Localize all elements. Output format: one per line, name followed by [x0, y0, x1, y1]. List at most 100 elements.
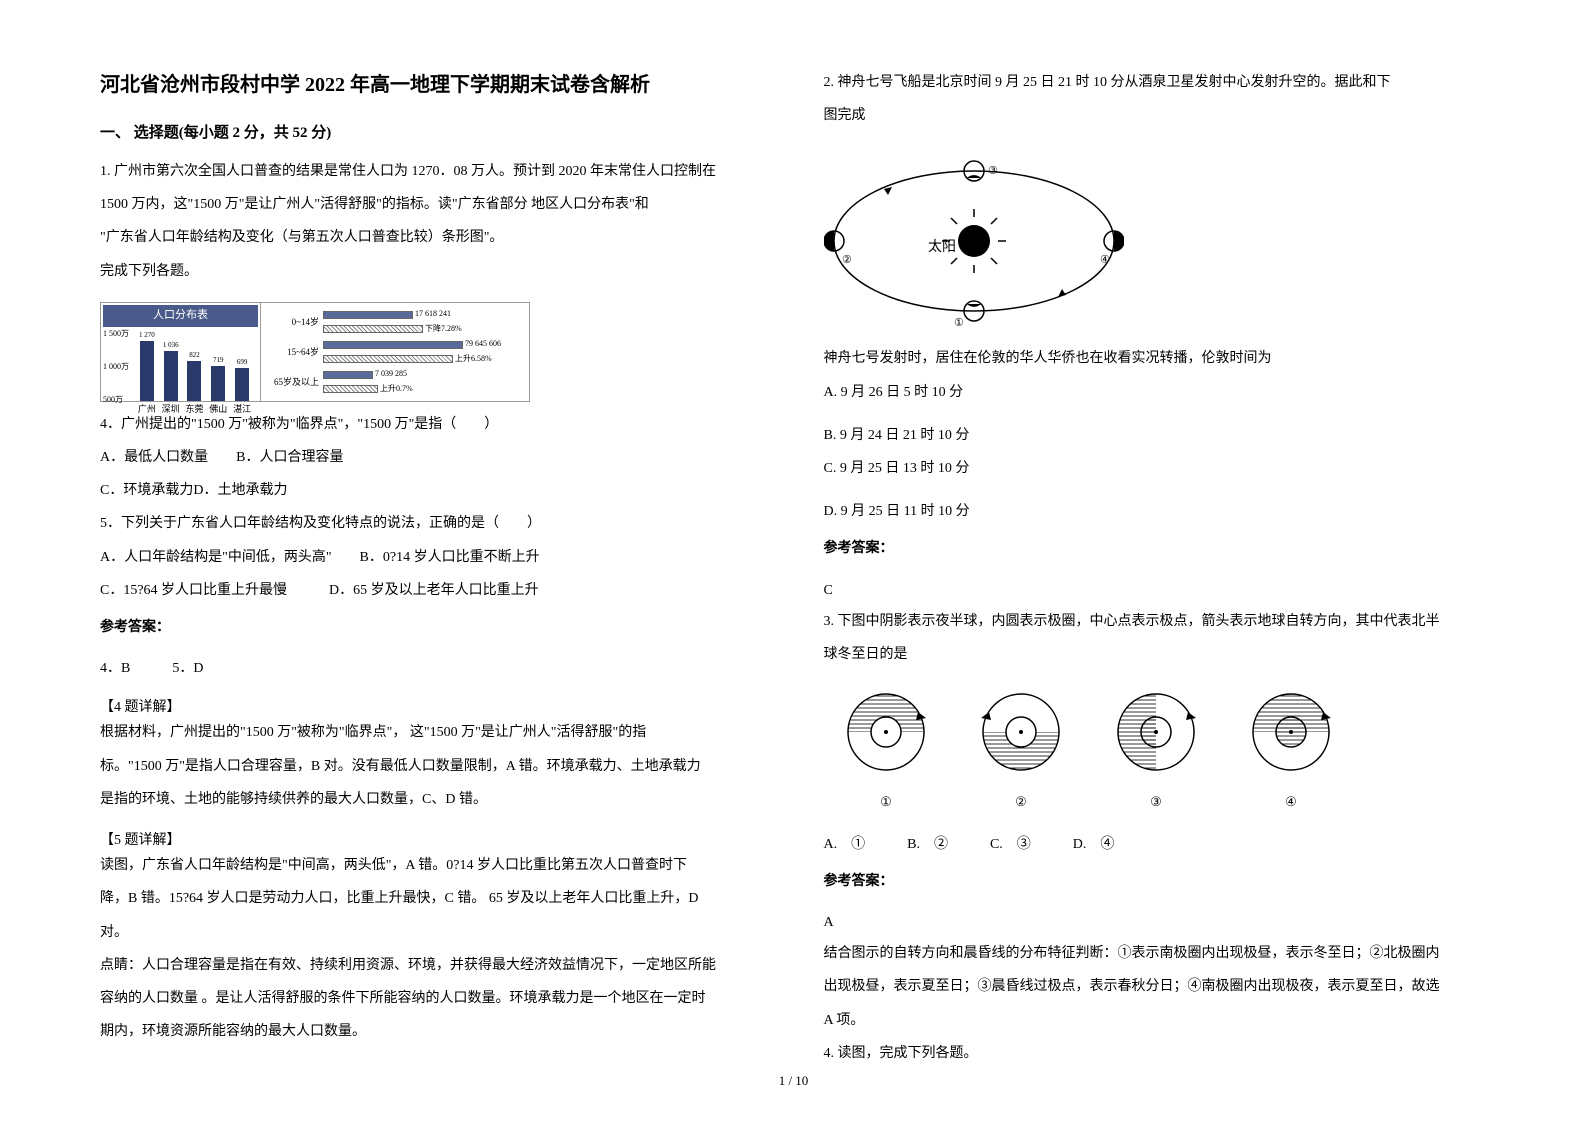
q3-intro-2: 球冬至日的是	[824, 642, 1488, 667]
sun-earth-diagram: 太阳 ③ ④ ① ②	[824, 151, 1124, 331]
hbar	[323, 341, 463, 349]
q2-intro-2: 图完成	[824, 103, 1488, 128]
explain4-p3: 是指的环境、土地的能够持续供养的最大人口数量，C、D 错。	[100, 787, 764, 812]
bar-group: 1 036 深圳	[161, 339, 181, 418]
q2-option-c: C. 9 月 25 日 13 时 10 分	[824, 456, 1488, 481]
explain5-header: 【5 题详解】	[100, 828, 764, 853]
hbar-label: 65岁及以上	[269, 374, 319, 390]
hbar-text: 上升0.7%	[380, 382, 413, 396]
q5-options-cd: C．15?64 岁人口比重上升最慢 D．65 岁及以上老年人口比重上升	[100, 578, 764, 603]
chart-hbar-panel: 0~14岁 17 618 241 下降7.28% 15~64岁 79 645 6…	[261, 303, 529, 401]
polar-diagram-4	[1249, 690, 1334, 775]
bar	[187, 361, 201, 401]
bar	[235, 368, 249, 401]
bar-label: 广州	[138, 401, 156, 417]
q1-intro-1: 1. 广州市第六次全国人口普查的结果是常住人口为 1270．08 万人。预计到 …	[100, 159, 764, 184]
q3-answer: A	[824, 910, 1488, 935]
polar-diagram-3	[1114, 690, 1199, 775]
answers-45: 4．B 5．D	[100, 656, 764, 681]
polar-label-4: ④	[1249, 790, 1334, 813]
q1-intro-2: 1500 万内，这"1500 万"是让广州人"活得舒服"的指标。读"广东省部分 …	[100, 192, 764, 217]
polar-diagram-1	[844, 690, 929, 775]
chart-bar-header: 人口分布表	[103, 305, 258, 327]
explain4-header: 【4 题详解】	[100, 695, 764, 720]
q2-option-b: B. 9 月 24 日 21 时 10 分	[824, 423, 1488, 448]
chart-bars: 1 500万 1 000万 500万 1 270 广州 1 036 深圳	[103, 327, 258, 420]
hbar-text: 上升6.58%	[455, 352, 492, 366]
hbar	[323, 371, 373, 379]
bar-value: 1 036	[163, 339, 179, 352]
page-number: 1 / 10	[779, 1069, 809, 1092]
polar-label-3: ③	[1114, 790, 1199, 813]
q4-options-ab: A．最低人口数量 B．人口合理容量	[100, 445, 764, 470]
bar-label: 东莞	[185, 401, 203, 417]
tip-p1: 点睛：人口合理容量是指在有效、持续利用资源、环境，并获得最大经济效益情况下，一定…	[100, 953, 764, 978]
q3-explain-1: 结合图示的自转方向和晨昏线的分布特征判断：①表示南极圈内出现极昼，表示冬至日；②…	[824, 941, 1488, 966]
tip-p3: 期内，环境资源所能容纳的最大人口数量。	[100, 1019, 764, 1044]
bar-value: 719	[213, 354, 224, 367]
hbar-text: 79 645 606	[465, 337, 501, 351]
hbar-row: 15~64岁 79 645 606 上升6.58%	[269, 337, 521, 366]
svg-text:④: ④	[1100, 254, 1110, 266]
hbar	[323, 325, 423, 333]
hbar	[323, 311, 413, 319]
bar-group: 822 东莞	[184, 349, 204, 418]
hbar-label: 15~64岁	[269, 344, 319, 360]
hbar-row: 0~14岁 17 618 241 下降7.28%	[269, 307, 521, 336]
q3-explain-2: 出现极昼，表示夏至日；③晨昏线过极点，表示春秋分日；④南极圈内出现极夜，表示夏至…	[824, 974, 1488, 999]
polar-label-1: ①	[844, 790, 929, 813]
bar-label: 佛山	[209, 401, 227, 417]
q3-explain-3: A 项。	[824, 1008, 1488, 1033]
sun-label: 太阳	[928, 239, 956, 255]
q5-options-ab: A．人口年龄结构是"中间低，两头高" B．0?14 岁人口比重不断上升	[100, 545, 764, 570]
q2-answer-label: 参考答案：	[824, 536, 1488, 561]
q2-option-a: A. 9 月 26 日 5 时 10 分	[824, 380, 1488, 405]
polar-item: ③	[1114, 690, 1199, 814]
explain5-p1: 读图，广东省人口年龄结构是"中间高，两头低"，A 错。0?14 岁人口比重比第五…	[100, 853, 764, 878]
hbar-stack: 7 039 285 上升0.7%	[323, 367, 413, 396]
hbar	[323, 385, 378, 393]
explain5-p2: 降，B 错。15?64 岁人口是劳动力人口，比重上升最快，C 错。 65 岁及以…	[100, 886, 764, 911]
svg-text:②: ②	[842, 254, 852, 266]
bar-group: 1 270 广州	[137, 329, 157, 418]
polar-label-2: ②	[979, 790, 1064, 813]
q5-text: 5．下列关于广东省人口年龄结构及变化特点的说法，正确的是（ ）	[100, 511, 764, 536]
y-axis-labels: 1 500万 1 000万 500万	[103, 327, 129, 408]
chart-bar-panel: 人口分布表 1 500万 1 000万 500万 1 270 广州 1 036	[101, 303, 261, 401]
polar-item: ①	[844, 690, 929, 814]
right-column: 2. 神舟七号飞船是北京时间 9 月 25 日 21 时 10 分从酒泉卫星发射…	[824, 70, 1488, 1082]
tip-p2: 容纳的人口数量 。是让人活得舒服的条件下所能容纳的人口数量。环境承载力是一个地区…	[100, 986, 764, 1011]
q3-answer-label: 参考答案：	[824, 869, 1488, 894]
hbar-stack: 79 645 606 上升6.58%	[323, 337, 501, 366]
bar-label: 湛江	[233, 401, 251, 417]
polar-item: ④	[1249, 690, 1334, 814]
y-label: 1 500万	[103, 327, 129, 341]
q4-next: 4. 读图，完成下列各题。	[824, 1041, 1488, 1066]
bar-label: 深圳	[162, 401, 180, 417]
bar-value: 1 270	[139, 329, 155, 342]
polar-item: ②	[979, 690, 1064, 814]
polar-diagram-row: ① ②	[844, 690, 1488, 814]
svg-text:①: ①	[954, 317, 964, 329]
left-column: 河北省沧州市段村中学 2022 年高一地理下学期期末试卷含解析 一、 选择题(每…	[100, 70, 764, 1082]
exam-title: 河北省沧州市段村中学 2022 年高一地理下学期期末试卷含解析	[100, 70, 764, 100]
hbar	[323, 355, 453, 363]
q3-intro-1: 3. 下图中阴影表示夜半球，内圆表示极圈，中心点表示极点，箭头表示地球自转方向，…	[824, 609, 1488, 634]
explain5-p3: 对。	[100, 920, 764, 945]
q1-intro-4: 完成下列各题。	[100, 259, 764, 284]
bar-group: 699 湛江	[232, 356, 252, 418]
q2-option-d: D. 9 月 25 日 11 时 10 分	[824, 499, 1488, 524]
bar	[211, 366, 225, 401]
population-chart: 人口分布表 1 500万 1 000万 500万 1 270 广州 1 036	[100, 302, 530, 402]
hbar-text: 17 618 241	[415, 307, 451, 321]
hbar-text: 7 039 285	[375, 367, 407, 381]
bar-value: 699	[237, 356, 248, 369]
q2-stem: 神舟七号发射时，居住在伦敦的华人华侨也在收看实况转播，伦敦时间为	[824, 346, 1488, 371]
hbar-label: 0~14岁	[269, 314, 319, 330]
q4-options-cd: C．环境承载力D．土地承载力	[100, 478, 764, 503]
q3-options: A. ① B. ② C. ③ D. ④	[824, 832, 1488, 857]
q1-intro-3: "广东省人口年龄结构及变化（与第五次人口普查比较）条形图"。	[100, 225, 764, 250]
hbar-stack: 17 618 241 下降7.28%	[323, 307, 462, 336]
section-header: 一、 选择题(每小题 2 分，共 52 分)	[100, 120, 764, 147]
q2-answer: C	[824, 578, 1488, 603]
